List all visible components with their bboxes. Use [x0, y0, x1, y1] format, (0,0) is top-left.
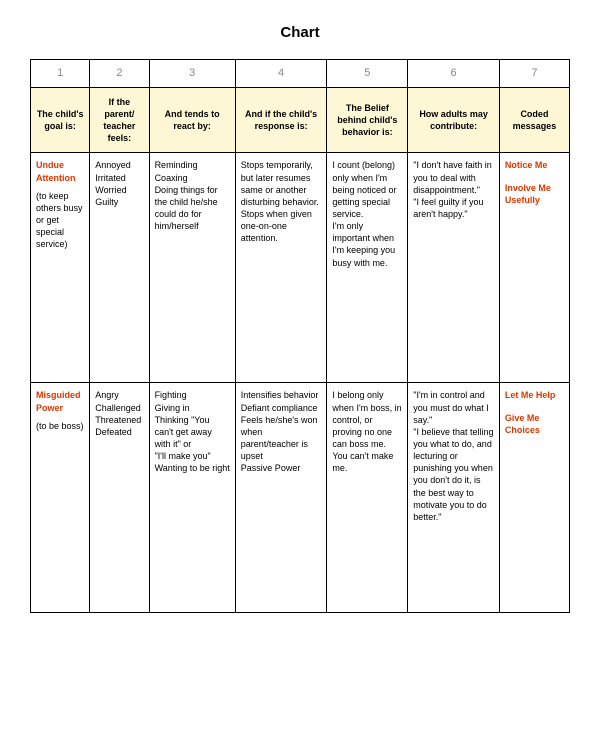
goal-title: Misguided Power — [36, 389, 84, 413]
goal-title: Undue Attention — [36, 159, 84, 183]
contribute-cell: "I don't have faith in you to deal with … — [408, 153, 500, 383]
coded-cell: Notice Me Involve Me Usefully — [499, 153, 569, 383]
col-num: 1 — [31, 60, 90, 88]
col-header: Coded messages — [499, 87, 569, 153]
col-num: 6 — [408, 60, 500, 88]
col-num: 2 — [90, 60, 149, 88]
col-num: 4 — [235, 60, 327, 88]
belief-cell: I count (belong) only when I'm being not… — [327, 153, 408, 383]
goal-cell: Undue Attention (to keep others busy or … — [31, 153, 90, 383]
coded-cell: Let Me Help Give Me Choices — [499, 383, 569, 613]
table-row: Misguided Power (to be boss) AngryChalle… — [31, 383, 570, 613]
col-num: 3 — [149, 60, 235, 88]
coded-message: Let Me Help — [505, 389, 564, 401]
feels-cell: AngryChallengedThreatenedDefeated — [90, 383, 149, 613]
chart-title: Chart — [30, 24, 570, 41]
contribute-cell: "I'm in control and you must do what I s… — [408, 383, 500, 613]
col-header: And if the child's response is: — [235, 87, 327, 153]
col-num: 5 — [327, 60, 408, 88]
coded-message: Notice Me — [505, 159, 564, 171]
belief-cell: I belong only when I'm boss, in control,… — [327, 383, 408, 613]
coded-message: Give Me Choices — [505, 412, 564, 436]
col-header: The Belief behind child's behavior is: — [327, 87, 408, 153]
chart-table: 1 2 3 4 5 6 7 The child's goal is: If th… — [30, 59, 570, 613]
feels-cell: AnnoyedIrritatedWorriedGuilty — [90, 153, 149, 383]
col-num: 7 — [499, 60, 569, 88]
table-row: Undue Attention (to keep others busy or … — [31, 153, 570, 383]
col-header: The child's goal is: — [31, 87, 90, 153]
col-header: If the parent/ teacher feels: — [90, 87, 149, 153]
col-header: And tends to react by: — [149, 87, 235, 153]
coded-message: Involve Me Usefully — [505, 182, 564, 206]
response-cell: Intensifies behaviorDefiant complianceFe… — [235, 383, 327, 613]
react-cell: FightingGiving inThinking "You can't get… — [149, 383, 235, 613]
header-row: The child's goal is: If the parent/ teac… — [31, 87, 570, 153]
goal-subtitle: (to keep others busy or get special serv… — [36, 191, 83, 250]
col-header: How adults may contribute: — [408, 87, 500, 153]
number-row: 1 2 3 4 5 6 7 — [31, 60, 570, 88]
goal-subtitle: (to be boss) — [36, 421, 84, 431]
goal-cell: Misguided Power (to be boss) — [31, 383, 90, 613]
response-cell: Stops temporarily, but later resumes sam… — [235, 153, 327, 383]
react-cell: RemindingCoaxingDoing things for the chi… — [149, 153, 235, 383]
